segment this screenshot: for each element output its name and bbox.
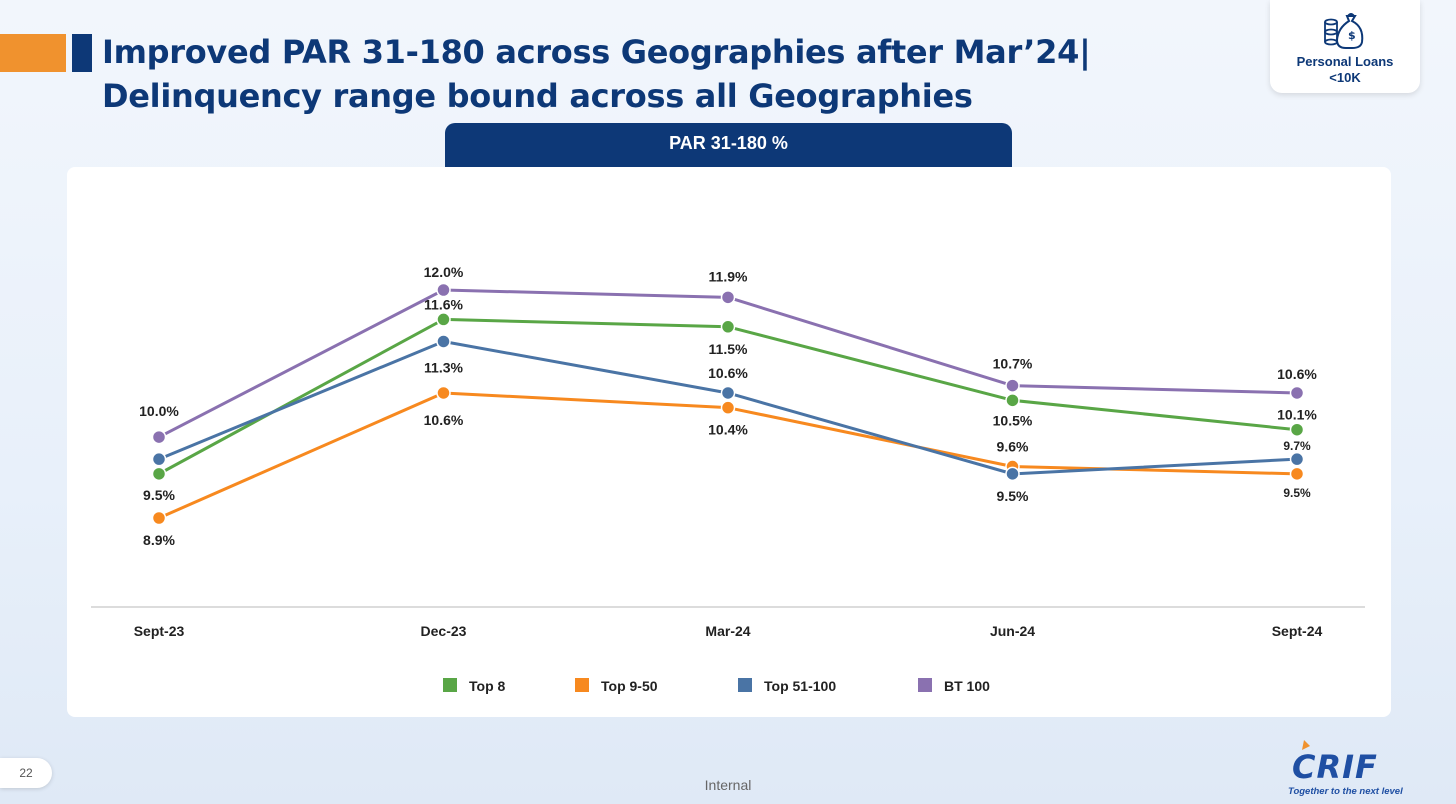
data-label: 10.6% xyxy=(424,412,464,428)
logo-swoosh xyxy=(1302,740,1310,750)
data-label: 10.1% xyxy=(1277,407,1317,423)
data-label: 11.5% xyxy=(709,341,748,357)
data-point xyxy=(1289,385,1305,401)
segment-badge-label: Personal Loans <10K xyxy=(1296,54,1394,85)
line-chart: Sept-23 Dec-23 Mar-24 Jun-24 Sept-24 9.5% 11.6… xyxy=(91,264,1365,694)
data-label: 12.0% xyxy=(424,264,464,280)
data-label: 10.5% xyxy=(993,412,1033,428)
slide-title-line-1: Improved PAR 31-180 across Geographies a… xyxy=(102,33,1091,71)
data-point xyxy=(436,312,451,327)
x-tick-label: Sept-23 xyxy=(134,623,185,639)
x-tick-label: Sept-24 xyxy=(1272,623,1323,639)
data-point xyxy=(1289,466,1305,482)
data-point xyxy=(720,290,736,305)
data-label: 11.6% xyxy=(424,296,463,312)
legend-label: Top 9-50 xyxy=(601,678,658,694)
data-label: 9.7% xyxy=(1283,439,1311,453)
data-label: 10.6% xyxy=(1277,366,1317,382)
svg-text:CRIF: CRIF xyxy=(1292,748,1378,786)
page-number: 22 xyxy=(0,758,52,788)
data-point xyxy=(720,319,736,335)
crif-logo: CRIF Together to the next level xyxy=(1288,740,1403,797)
data-label: 10.4% xyxy=(708,422,748,438)
x-tick-label: Jun-24 xyxy=(990,623,1035,639)
data-label: 9.6% xyxy=(997,439,1029,455)
data-label: 10.7% xyxy=(993,356,1033,372)
data-point xyxy=(1289,422,1305,437)
slide-title-line-2: Delinquency range bound across all Geogr… xyxy=(102,77,973,115)
series-line xyxy=(158,288,1298,439)
data-point xyxy=(436,334,451,349)
legend-swatch xyxy=(918,678,932,692)
legend-swatch xyxy=(738,678,752,692)
legend-label: Top 51-100 xyxy=(764,678,836,694)
data-point xyxy=(1005,393,1020,408)
footer-classification-label: Internal xyxy=(704,777,752,793)
segment-badge: $ Personal Loans <10K xyxy=(1270,0,1420,93)
title-accent-orange-bar xyxy=(0,34,66,72)
title-accent-navy-bar xyxy=(72,34,92,72)
data-label: 8.9% xyxy=(143,532,175,548)
legend-swatch xyxy=(443,678,457,692)
data-point xyxy=(151,429,167,445)
data-label: 10.6% xyxy=(708,365,748,381)
data-point xyxy=(436,282,451,298)
data-point xyxy=(1005,466,1020,482)
data-point xyxy=(151,451,167,467)
chart-card: Sept-23 Dec-23 Mar-24 Jun-24 Sept-24 9.5% 11.6… xyxy=(67,167,1391,717)
x-tick-label: Dec-23 xyxy=(421,623,467,639)
data-label: 9.5% xyxy=(997,488,1029,504)
data-point xyxy=(151,510,167,526)
data-label: 10.0% xyxy=(139,403,179,419)
data-label: 11.3% xyxy=(424,359,463,375)
data-point xyxy=(1005,378,1020,393)
data-point xyxy=(720,385,736,401)
data-point xyxy=(151,466,167,482)
legend-label: BT 100 xyxy=(944,678,990,694)
data-point xyxy=(436,385,451,401)
data-point xyxy=(720,400,736,415)
chart-header: PAR 31-180 % xyxy=(445,123,1012,167)
data-label: 9.5% xyxy=(1283,486,1311,500)
slide-title: Improved PAR 31-180 across Geographies a… xyxy=(102,30,1091,118)
data-label: 11.9% xyxy=(709,268,748,284)
x-tick-label: Mar-24 xyxy=(705,623,750,639)
svg-text:Together to the next level: Together to the next level xyxy=(1288,786,1403,797)
legend-label: Top 8 xyxy=(469,678,506,694)
data-point xyxy=(1289,451,1305,467)
money-bag-coins-icon: $ xyxy=(1324,13,1364,49)
svg-text:$: $ xyxy=(1348,29,1356,42)
data-label: 9.5% xyxy=(143,487,175,503)
legend-swatch xyxy=(575,678,589,692)
